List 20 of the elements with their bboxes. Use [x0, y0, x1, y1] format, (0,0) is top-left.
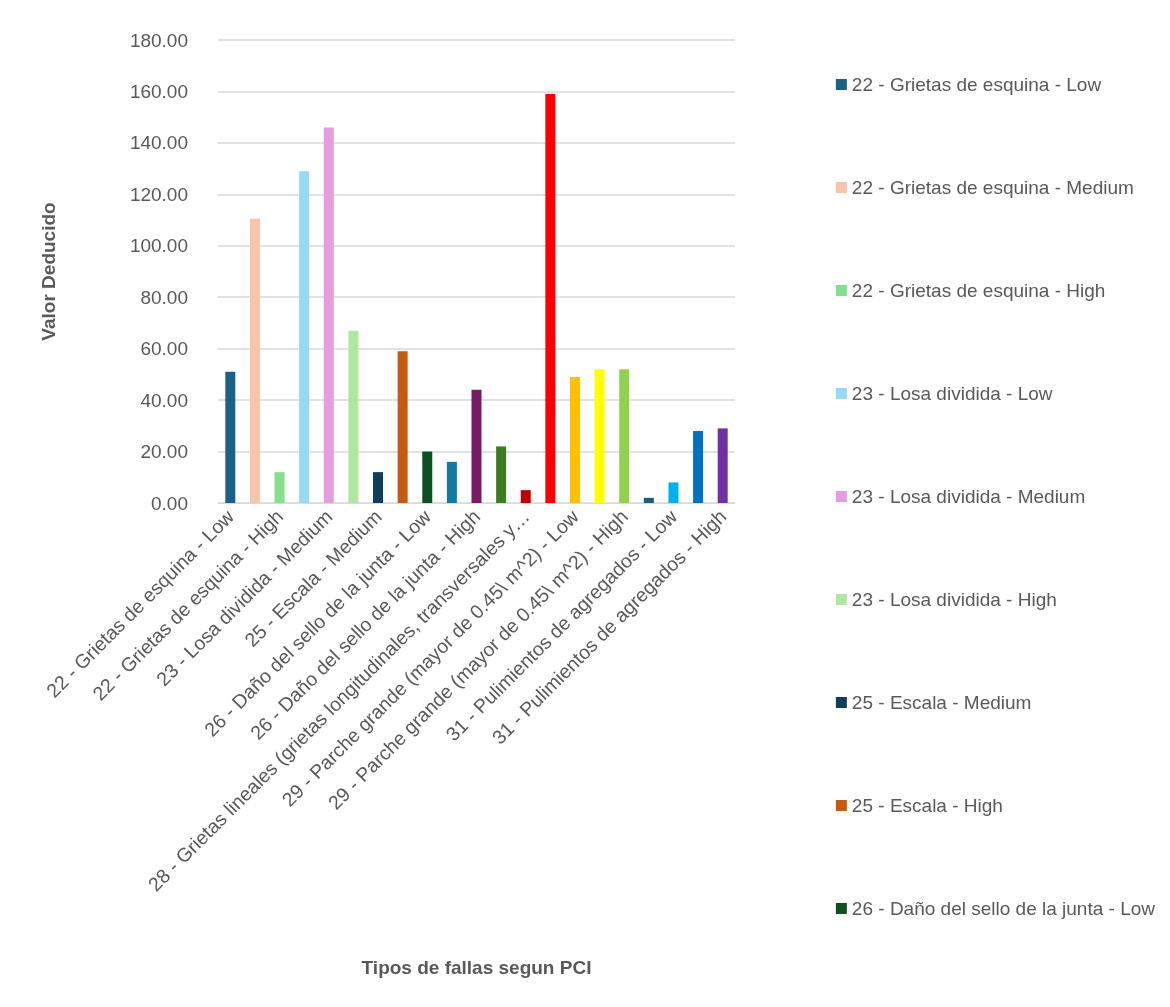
legend-label: 26 - Daño del sello de la junta - Low: [851, 898, 1156, 919]
x-axis-title: Tipos de fallas segun PCI: [361, 957, 592, 978]
legend-label: 23 - Losa dividida - Medium: [851, 486, 1086, 507]
legend-label: 23 - Losa dividida - High: [851, 589, 1057, 610]
legend-label: 25 - Escala - High: [851, 795, 1003, 816]
legend-label: 22 - Grietas de esquina - Medium: [851, 177, 1134, 198]
y-tick-label: 40.00: [140, 389, 188, 411]
y-tick-label: 180.00: [129, 29, 188, 51]
y-tick-label: 0.00: [151, 492, 188, 514]
y-tick-label: 80.00: [140, 286, 188, 308]
y-tick-label: 60.00: [140, 338, 188, 360]
y-tick-label: 120.00: [129, 183, 188, 205]
y-tick-label: 140.00: [129, 132, 188, 154]
y-axis-title: Valor Deducido: [38, 202, 59, 341]
y-tick-label: 20.00: [140, 441, 188, 463]
legend-label: 22 - Grietas de esquina - Low: [851, 74, 1102, 95]
y-tick-label: 160.00: [129, 80, 188, 102]
legend-label: 22 - Grietas de esquina - High: [851, 280, 1106, 301]
legend-label: 23 - Losa dividida - Low: [851, 383, 1053, 404]
y-tick-label: 100.00: [129, 235, 188, 257]
